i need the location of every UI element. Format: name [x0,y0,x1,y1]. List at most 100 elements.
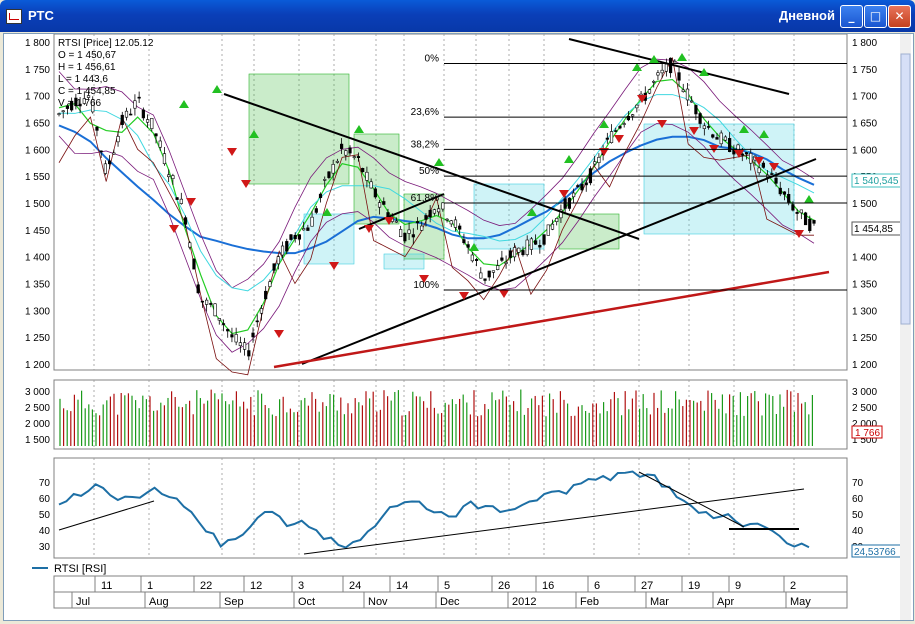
sell-arrow-icon [459,292,469,300]
candle-body [403,232,407,242]
candle-body [264,290,268,300]
candle-body [82,98,86,104]
day-label: 22 [200,580,212,592]
volume-tick-left: 3 000 [25,387,50,398]
timeframe-label: Дневной [778,8,835,23]
rsi-panel [53,457,848,559]
candle-body [508,250,512,258]
candle-body [441,202,445,210]
candle-body [782,191,787,195]
candle-body [449,220,453,225]
sell-arrow-icon [274,330,284,338]
price-tick-left: 1 750 [25,65,50,76]
volume-tick-right: 2 500 [852,403,877,414]
rsi-tick-right: 50 [852,510,864,521]
candle-body [517,247,521,253]
candle-body [116,136,120,143]
candle-body [205,299,209,305]
buy-arrow-icon [564,155,574,163]
title-bar[interactable]: РТС Дневной _ □ ✕ [0,0,915,32]
price-tick-right: 1 350 [852,280,877,291]
candle-body [437,208,441,213]
candle-body [635,104,639,109]
candle-body [631,114,635,117]
rsi-tick-left: 40 [39,526,51,537]
volume-tag-box [851,425,883,439]
maximize-button[interactable]: □ [864,5,887,28]
candle-body [673,60,677,63]
buy-arrow-icon [599,120,609,128]
candle-body [479,272,483,279]
candle-body [179,198,183,204]
volume-tick-left: 2 000 [25,419,50,430]
candle-body [576,185,580,187]
candle-body [289,234,293,240]
bollinger-lower [58,123,815,353]
upper-channel-line [568,38,790,95]
info-low: L = 1 443,6 [58,74,108,85]
candle-body [622,123,626,125]
buy-arrow-icon [212,85,222,93]
candle-body [415,221,420,224]
support-trendline [301,158,817,365]
candle-body [660,69,664,74]
price-tick-right: 1 500 [852,199,877,210]
candle-body [255,320,259,323]
chart-area[interactable]: 0% 23,6% 38,2% 50% 61,8% 100% 1 200 1 200 1 250… [3,33,914,621]
price-tick-right: 1 650 [852,119,877,130]
candle-body [238,342,242,347]
fib-label: 38,2% [411,139,439,150]
candle-body [487,270,491,278]
candle-body [770,173,774,175]
buy-arrow-icon [527,208,537,216]
price-tick-left: 1 250 [25,333,50,344]
candle-body [656,72,660,76]
buy-arrow-icon [699,68,709,76]
month-label: Oct [298,596,315,608]
sell-arrow-icon [559,190,569,198]
candle-body [399,229,403,238]
candle-body [200,300,205,303]
candle-body [681,89,685,92]
rsi-trendline-2 [303,488,805,555]
candle-body [428,209,432,218]
price-tick-left: 1 700 [25,92,50,103]
candle-body [129,113,133,116]
fibonacci-levels: 0% 23,6% 38,2% 50% 61,8% 100% [411,53,847,291]
candle-body [175,197,179,200]
candle-body [171,175,175,180]
rsi-line [58,470,810,555]
candle-body [559,209,563,219]
candle-body [618,126,622,129]
month-label: Jul [76,596,90,608]
candle-body [512,247,517,258]
candle-body [728,138,732,153]
cloud-zone [353,133,400,225]
close-button[interactable]: ✕ [888,5,911,28]
rsi-legend-label: RTSI [RSI] [54,563,106,575]
candle-body [234,334,238,343]
buy-arrow-icon [434,158,444,166]
candle-body [698,113,702,124]
vertical-scrollbar[interactable] [900,34,911,620]
buy-arrow-icon [677,53,687,61]
scrollbar-thumb[interactable] [900,53,911,325]
candle-body [247,350,251,357]
sell-arrow-icon [364,225,374,233]
sell-arrow-icon [186,198,196,206]
trendlines [223,38,830,369]
candle-body [685,88,690,101]
sell-arrow-icon [657,120,667,128]
candle-body [474,259,479,261]
sell-arrow-icon [769,163,779,171]
price-tick-left: 1 200 [25,360,50,371]
candle-body [778,187,782,195]
sell-arrow-icon [599,148,609,156]
buy-arrow-icon [804,195,814,203]
minimize-button[interactable]: _ [840,5,863,28]
candle-body [99,150,103,153]
candle-body [124,110,129,118]
candle-body [382,201,386,205]
price-tick-right: 1 750 [852,65,877,76]
